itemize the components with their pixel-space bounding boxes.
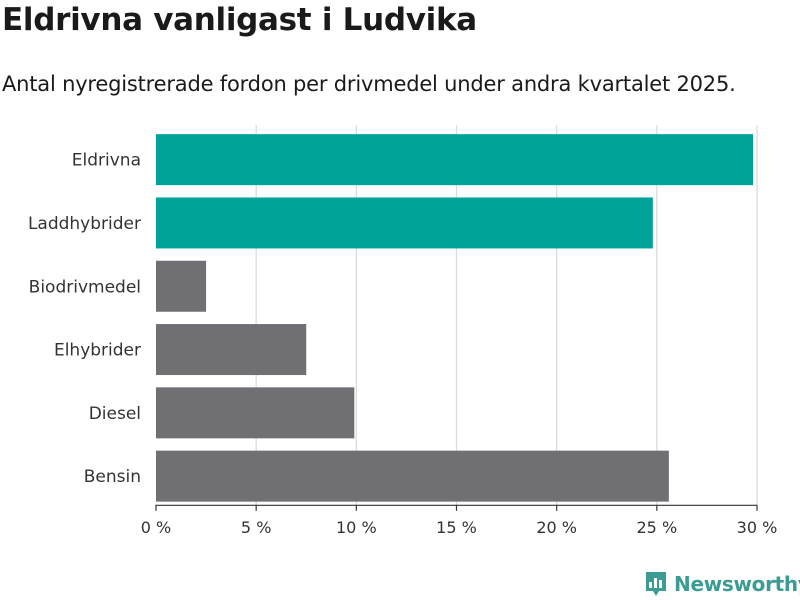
category-label: Biodrivmedel (29, 277, 141, 297)
x-tick-label: 5 % (241, 518, 271, 537)
bar (156, 450, 669, 502)
chart-subtitle: Antal nyregistrerade fordon per drivmede… (2, 72, 736, 96)
category-label: Bensin (84, 467, 141, 487)
chart-title: Eldrivna vanligast i Ludvika (2, 2, 477, 38)
bar (156, 134, 753, 186)
newsworthy-logo-icon (646, 572, 666, 596)
newsworthy-logo-text: Newsworthy (674, 572, 800, 596)
category-label: Elhybrider (54, 341, 141, 361)
bar (156, 387, 355, 439)
x-tick-label: 20 % (536, 518, 577, 537)
category-label: Laddhybrider (28, 214, 141, 234)
x-tick-label: 30 % (737, 518, 778, 537)
x-tick-label: 10 % (336, 518, 377, 537)
category-label: Eldrivna (72, 151, 141, 171)
category-label: Diesel (89, 404, 141, 424)
bar (156, 197, 653, 249)
x-tick-label: 15 % (436, 518, 477, 537)
newsworthy-logo: Newsworthy (644, 570, 800, 598)
x-tick-label: 25 % (637, 518, 678, 537)
bar (156, 324, 307, 376)
bar (156, 260, 207, 312)
bar-chart: Eldrivna Laddhybrider Biodrivmedel Elhybrid… (28, 125, 778, 537)
x-tick-label: 0 % (141, 518, 171, 537)
